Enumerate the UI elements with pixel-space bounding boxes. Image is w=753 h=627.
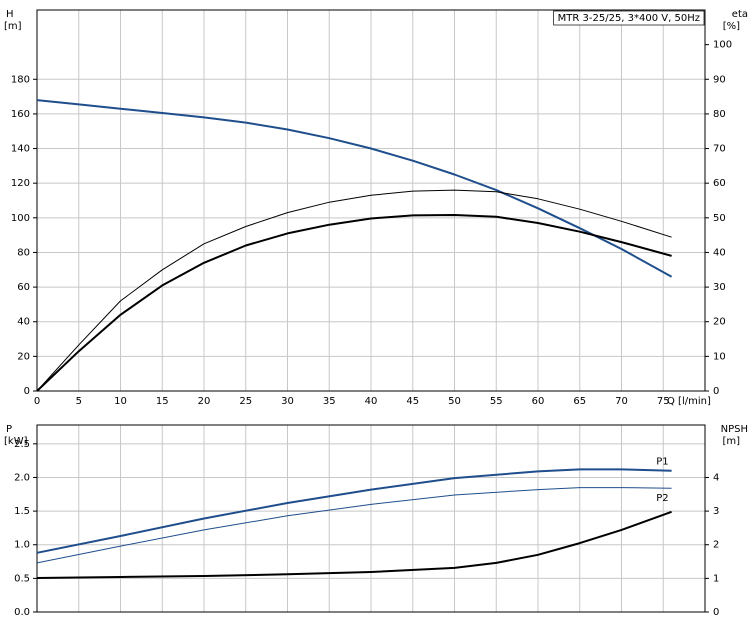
y-tick-label: 40 [17,317,30,328]
x-axis-label: Q [l/min] [667,396,711,407]
y2-tick-label: 100 [713,40,732,51]
line [36,214,672,392]
line [36,487,672,564]
y2-tick-label: 1 [713,573,719,584]
plot-frame [36,9,706,392]
y2-tick-label: 90 [713,74,726,85]
y2-tick-label: 60 [713,178,726,189]
y-axis-unit: [m] [4,21,22,32]
x-tick-label: 65 [573,396,586,407]
x-tick-label: 20 [198,396,211,407]
y2-tick-label: 0 [713,386,719,397]
line [36,189,672,392]
y2-tick-label: 3 [713,506,719,517]
x-tick-label: 5 [76,396,82,407]
y-tick-label: 180 [11,74,30,85]
y-tick-label: 0.0 [14,607,30,618]
y2-tick-label: 40 [713,247,726,258]
y-tick-label: 100 [11,213,30,224]
y2-tick-label: 2 [713,540,719,551]
y2-axis-label: NPSH [721,424,748,435]
line [36,510,672,579]
title-box [553,10,705,26]
y2-tick-label: 80 [713,109,726,120]
x-tick-label: 50 [448,396,461,407]
y-tick-label: 20 [17,351,30,362]
y2-axis-unit: [%] [723,21,740,32]
line [36,99,673,278]
y2-tick-label: 70 [713,144,726,155]
y-tick-label: 60 [17,282,30,293]
y-tick-label: 0.5 [14,573,30,584]
y-tick-label: 80 [17,247,30,258]
y2-tick-label: 30 [713,282,726,293]
y-axis-label: P [6,424,12,435]
x-tick-label: 35 [323,396,336,407]
y-tick-label: 0 [24,386,30,397]
x-tick-label: 40 [365,396,378,407]
y-tick-label: 1.0 [14,540,30,551]
y2-axis-unit: [m] [722,436,740,447]
y2-tick-label: 0 [713,607,719,618]
chart-title: MTR 3-25/25, 3*400 V, 50Hz [558,13,700,24]
y-tick-label: 2.5 [14,439,30,450]
x-tick-label: 15 [156,396,169,407]
y-tick-label: 1.5 [14,506,30,517]
series-label: P2 [656,493,668,504]
y-tick-label: 140 [11,144,30,155]
line [36,468,672,554]
y-tick-label: 2.0 [14,472,30,483]
x-tick-label: 45 [406,396,419,407]
x-tick-label: 60 [532,396,545,407]
x-tick-label: 75 [657,396,670,407]
x-tick-label: 10 [114,396,127,407]
y2-tick-label: 50 [713,213,726,224]
plot-frame [36,424,706,613]
x-tick-label: 25 [239,396,252,407]
y2-tick-label: 10 [713,351,726,362]
y-tick-label: 160 [11,109,30,120]
y2-axis-label: eta [732,9,748,20]
series-label: P1 [656,457,668,468]
y-axis-label: H [6,9,14,20]
x-tick-label: 30 [281,396,294,407]
y2-tick-label: 4 [713,472,719,483]
y-tick-label: 120 [11,178,30,189]
x-tick-label: 0 [34,396,40,407]
y2-tick-label: 20 [713,317,726,328]
y-axis-unit: [kW] [4,436,28,447]
x-tick-label: 55 [490,396,503,407]
x-tick-label: 70 [615,396,628,407]
